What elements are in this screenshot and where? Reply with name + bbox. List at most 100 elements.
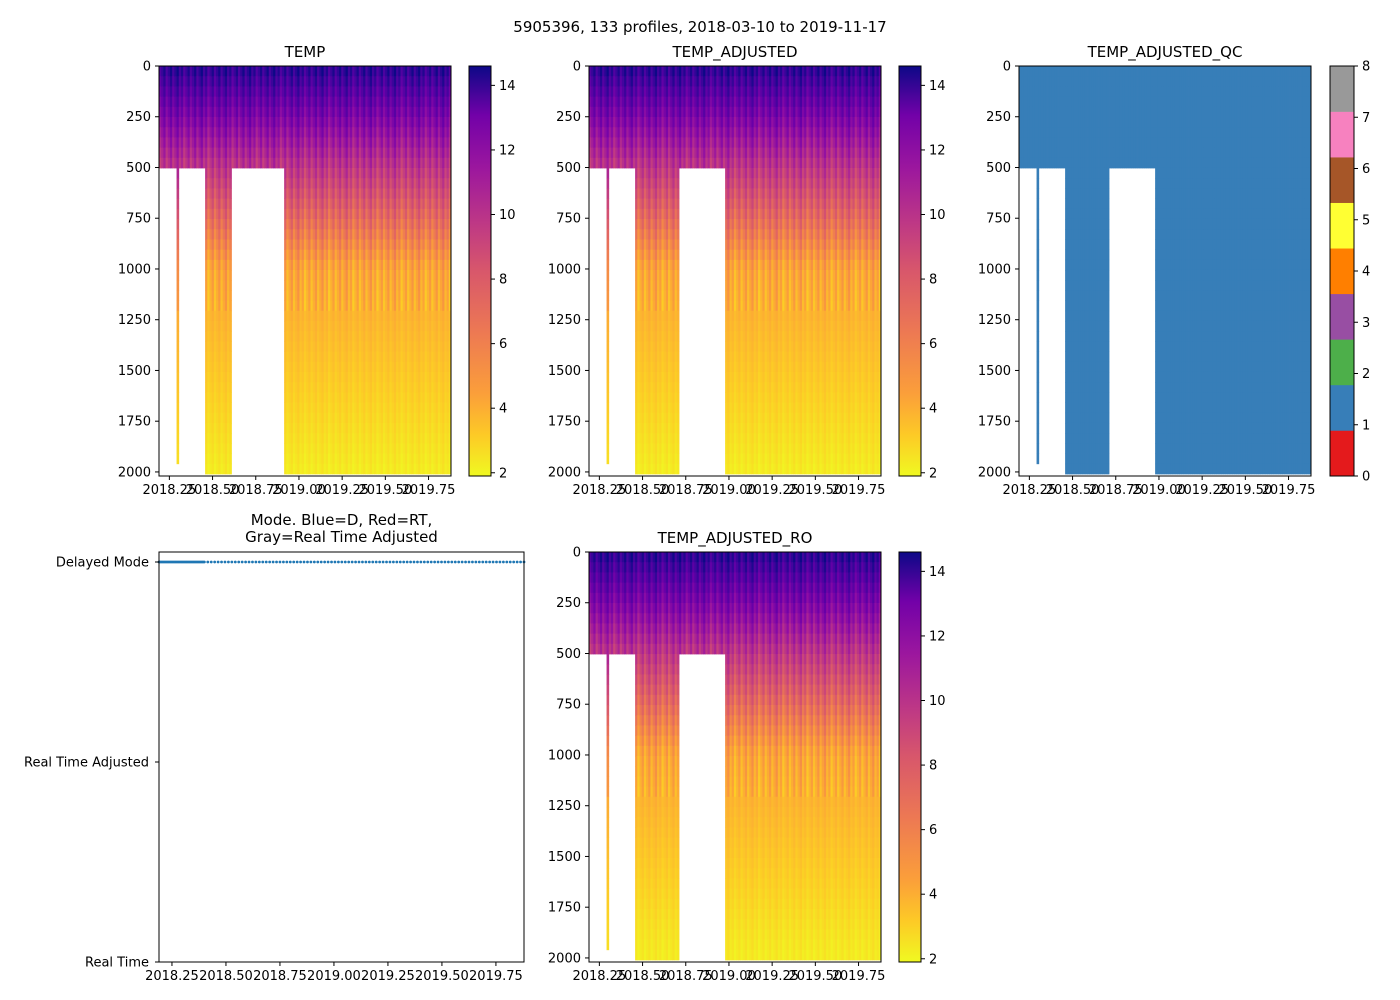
heatmap-cell <box>411 218 415 230</box>
heatmap-cell <box>365 463 368 475</box>
heatmap-cell <box>606 371 610 383</box>
heatmap-cell <box>363 402 366 414</box>
heatmap-cell <box>440 443 443 454</box>
heatmap-cell <box>619 76 623 87</box>
heatmap-cell <box>277 137 281 148</box>
heatmap-cell <box>213 76 217 87</box>
heatmap-cell <box>358 453 362 465</box>
heatmap-cell <box>312 269 316 281</box>
heatmap-cell <box>448 331 452 342</box>
heatmap-cell <box>227 86 230 97</box>
heatmap-cell <box>444 157 448 169</box>
heatmap-cell <box>211 280 215 291</box>
heatmap-cell <box>321 280 325 291</box>
heatmap-cell <box>211 310 215 322</box>
heatmap-cell <box>389 66 393 77</box>
heatmap-cell <box>393 96 397 108</box>
heatmap-cell <box>207 310 210 322</box>
heatmap-cell <box>211 371 215 383</box>
heatmap-cell <box>657 157 660 169</box>
heatmap-cell <box>663 269 667 281</box>
heatmap-cell <box>635 371 638 383</box>
heatmap-cell <box>387 382 390 393</box>
heatmap-cell <box>174 106 177 118</box>
heatmap-cell <box>367 300 371 312</box>
heatmap-cell <box>380 331 384 342</box>
heatmap-cell <box>595 66 599 77</box>
heatmap-cell <box>301 300 305 312</box>
heatmap-cell <box>654 412 658 424</box>
heatmap-cell <box>437 96 441 108</box>
heatmap-cell <box>308 300 311 312</box>
heatmap-cell <box>290 86 294 97</box>
heatmap-cell <box>185 117 188 128</box>
heatmap-cell <box>330 117 333 128</box>
heatmap-cell <box>413 249 417 261</box>
heatmap-cell <box>216 269 219 281</box>
heatmap-cell <box>413 259 417 271</box>
heatmap-cell <box>668 157 671 169</box>
heatmap-cell <box>273 76 276 87</box>
heatmap-cell <box>367 341 371 352</box>
heatmap-cell <box>176 239 180 250</box>
heatmap-cell <box>431 117 434 128</box>
heatmap-cell <box>440 392 443 403</box>
heatmap-cell <box>663 218 667 230</box>
heatmap-cell <box>229 117 232 128</box>
heatmap-cell <box>400 106 404 118</box>
heatmap-cell <box>218 127 221 138</box>
heatmap-cell <box>209 331 213 342</box>
heatmap-cell <box>665 137 669 148</box>
heatmap-cell <box>387 157 390 169</box>
heatmap-cell <box>363 96 366 108</box>
heatmap-cell <box>176 127 180 138</box>
heatmap-cell <box>402 188 406 199</box>
heatmap-cell <box>608 106 612 118</box>
heatmap-cell <box>356 392 360 403</box>
heatmap-cell <box>665 259 669 271</box>
heatmap-cell <box>444 443 448 454</box>
heatmap-cell <box>630 96 634 108</box>
heatmap-cell <box>295 310 298 322</box>
heatmap-cell <box>404 331 408 342</box>
heatmap-cell <box>650 167 654 179</box>
heatmap-cell <box>297 402 300 414</box>
heatmap-cell <box>389 188 393 199</box>
heatmap-cell <box>286 392 289 403</box>
heatmap-cell <box>654 147 658 159</box>
heatmap-cell <box>411 382 415 393</box>
heatmap-cell <box>402 117 406 128</box>
heatmap-cell <box>380 341 384 352</box>
heatmap-cell <box>641 453 645 465</box>
heatmap-cell <box>422 433 426 444</box>
heatmap-cell <box>297 259 300 271</box>
heatmap-cell <box>641 382 645 393</box>
heatmap-cell <box>418 320 421 332</box>
heatmap-cell <box>643 402 647 414</box>
heatmap-cell <box>360 117 364 128</box>
heatmap-cell <box>246 117 250 128</box>
heatmap-cell <box>343 351 347 363</box>
heatmap-cell <box>301 198 305 210</box>
heatmap-cell <box>325 351 329 363</box>
heatmap-cell <box>356 290 360 301</box>
heatmap-cell <box>220 76 224 87</box>
heatmap-cell <box>433 320 437 332</box>
heatmap-cell <box>637 433 640 444</box>
heatmap-cell <box>398 331 401 342</box>
heatmap-cell <box>440 147 443 159</box>
heatmap-cell <box>303 412 307 424</box>
heatmap-cell <box>407 167 410 179</box>
heatmap-cell <box>345 269 349 281</box>
heatmap-cell <box>374 433 377 444</box>
heatmap-cell <box>297 218 300 230</box>
heatmap-cell <box>643 310 647 322</box>
heatmap-cell <box>341 412 344 424</box>
heatmap-cell <box>402 361 406 373</box>
heatmap-cell <box>222 341 226 352</box>
heatmap-cell <box>389 208 393 220</box>
heatmap-cell <box>437 167 441 179</box>
heatmap-cell <box>202 106 206 118</box>
heatmap-cell <box>440 310 443 322</box>
heatmap-cell <box>604 117 607 128</box>
